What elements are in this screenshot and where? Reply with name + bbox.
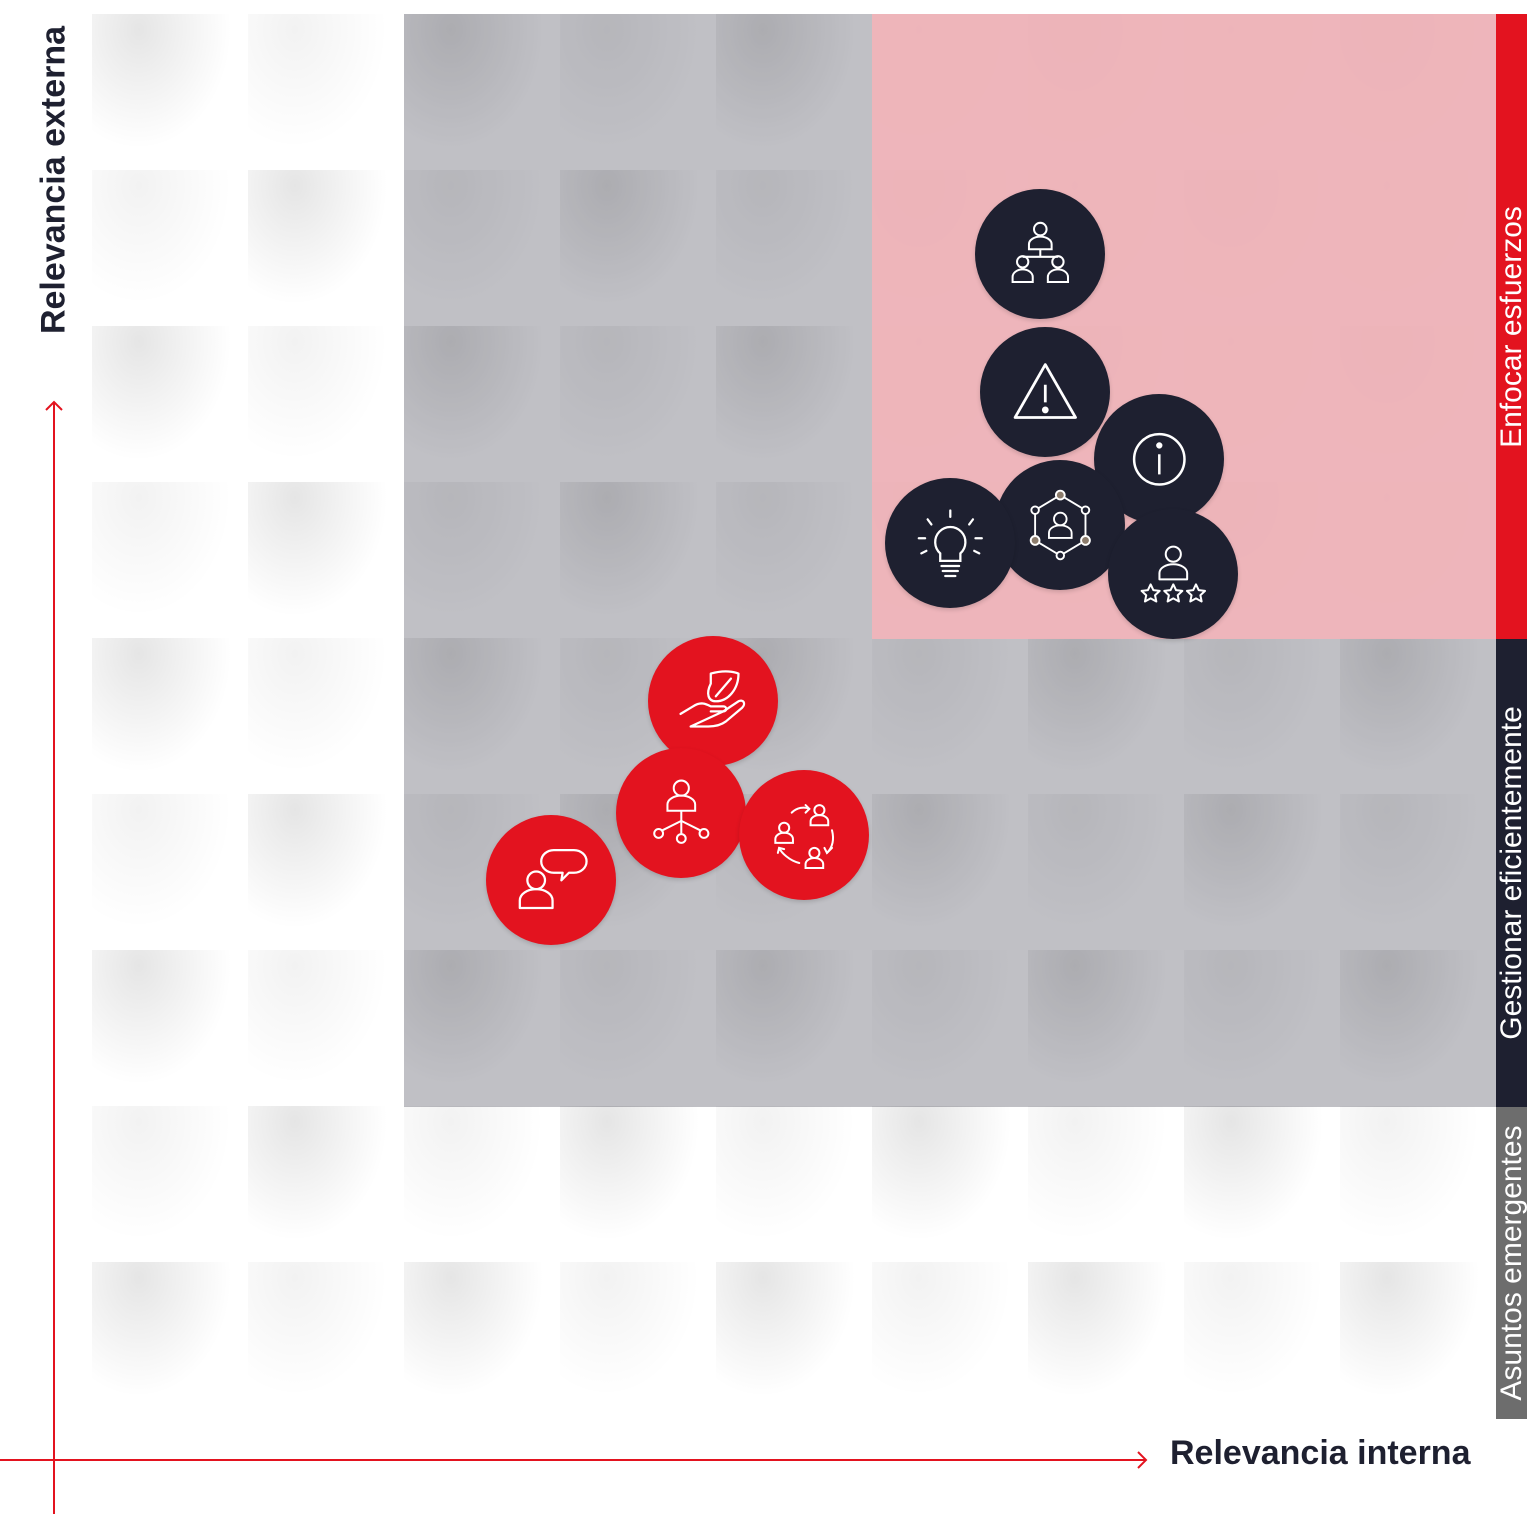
grid-tile [1184,1262,1340,1418]
grid-tile [92,638,248,794]
band-enfocar-esfuerzos: Enfocar esfuerzos [1496,14,1527,639]
grid-tile [872,1262,1028,1418]
network-person-icon [995,460,1125,590]
band-asuntos-emergentes: Asuntos emergentes [1496,1107,1527,1419]
grid-tile [248,638,404,794]
grid-tile [248,482,404,638]
grid-tile [248,1262,404,1418]
person-rating-stars-icon [1108,509,1238,639]
person-speech-icon [486,815,616,945]
org-hierarchy-icon [975,189,1105,319]
grid-tile [92,794,248,950]
x-axis-label: Relevancia interna [1170,1434,1471,1472]
grid-tile [716,1262,872,1418]
grid-tile [248,950,404,1106]
person-network-icon [616,748,746,878]
warning-triangle-icon [980,327,1110,457]
grid-tile [404,1106,560,1262]
grid-tile [92,1262,248,1418]
grid-tile [92,950,248,1106]
grid-tile [92,14,248,170]
grid-tile [248,170,404,326]
grid-tile [248,1106,404,1262]
grid-tile [1028,1262,1184,1418]
grid-tile [404,1262,560,1418]
grid-tile [92,170,248,326]
grid-tile [1340,1106,1496,1262]
grid-tile [248,14,404,170]
people-cycle-icon [739,770,869,900]
hand-leaf-icon [648,636,778,766]
grid-tile [92,482,248,638]
grid-tile [92,326,248,482]
grid-tile [872,1106,1028,1262]
grid-tile [716,1106,872,1262]
y-axis-label: Relevancia externa [34,25,73,335]
grid-tile [560,1106,716,1262]
grid-tile [1184,1106,1340,1262]
grid-tile [1028,1106,1184,1262]
grid-tile [248,794,404,950]
lightbulb-icon [885,478,1015,608]
y-axis-arrow [45,400,63,411]
band-gestionar-eficientemente: Gestionar eficientemente [1496,639,1527,1107]
grid-tile [1340,1262,1496,1418]
grid-tile [560,1262,716,1418]
grid-tile [248,326,404,482]
x-axis-arrow [1137,1451,1148,1469]
grid-tile [92,1106,248,1262]
